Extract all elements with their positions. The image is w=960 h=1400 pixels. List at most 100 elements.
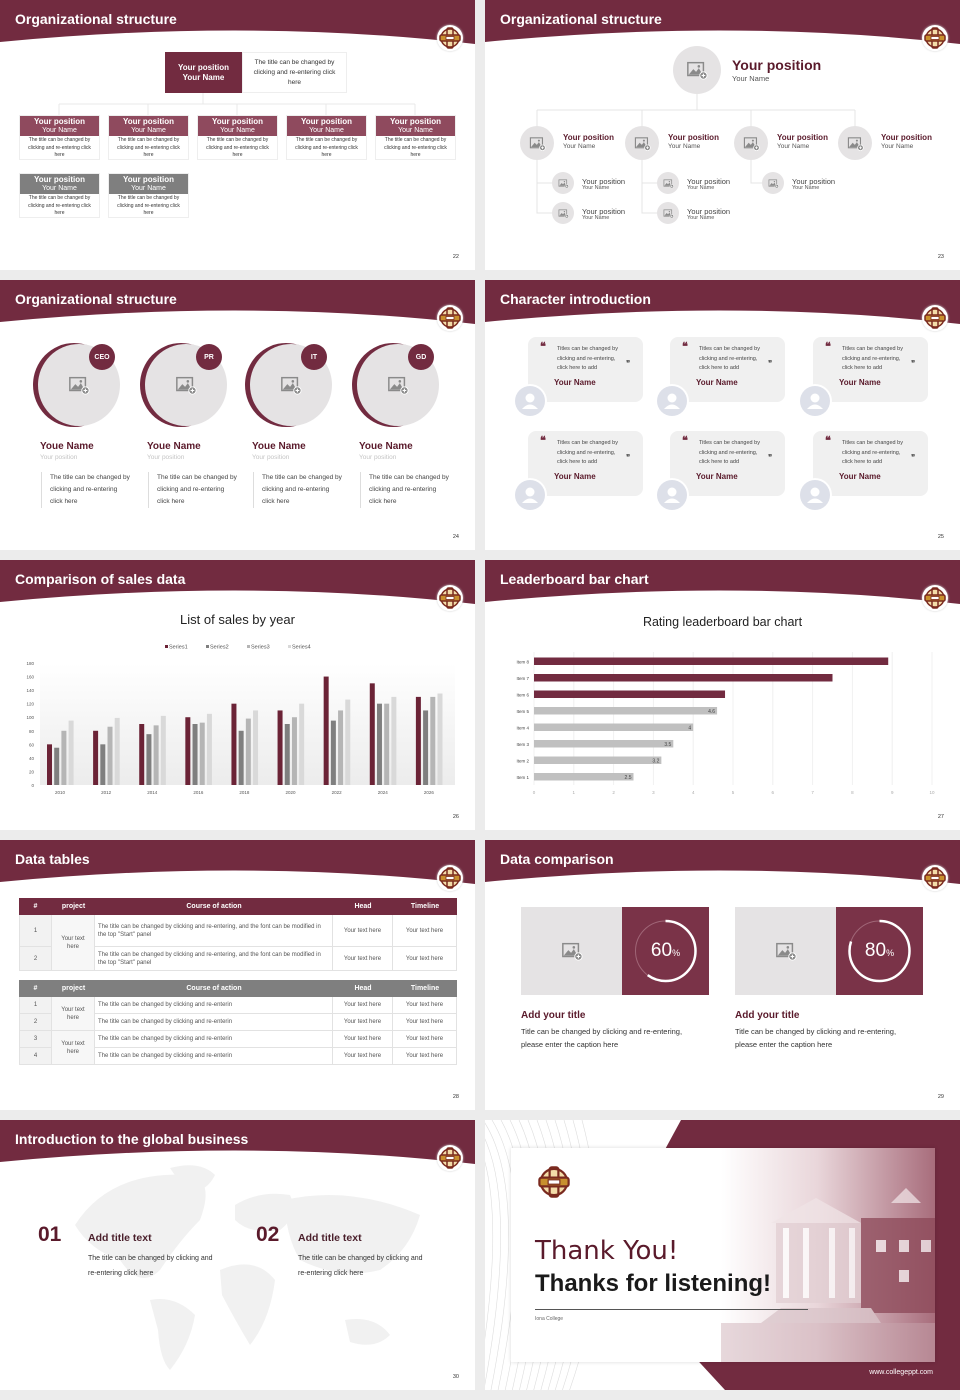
photo-placeholder[interactable] [734,126,768,160]
slide-title: Organizational structure [500,11,662,27]
item-desc: The title can be changed by clicking and… [298,1255,423,1277]
timeline-cell: Your text here [393,1031,457,1048]
bar-series4 [206,713,212,785]
course-of-action[interactable]: The title can be changed by clicking and… [95,915,333,947]
org-card[interactable]: Your position Your Name The title can be c… [197,115,278,160]
legend-label: Series3 [251,645,270,651]
course-of-action[interactable]: The title can be changed by clicking and… [95,947,333,971]
org-card[interactable]: Your position Your Name The title can be c… [375,115,456,160]
slide-thank-you[interactable]: Thank You! Thanks for listening! Iona Coll… [485,1120,960,1390]
timeline-cell: Your text here [393,1048,457,1065]
testimonial-card[interactable]: ❝ Titles can be changed by clicking and r… [528,337,643,402]
world-map [0,1120,475,1390]
slide-org-structure-boxes[interactable]: Organizational structure 22 Your position Y… [0,0,475,270]
photo-placeholder[interactable] [657,202,679,224]
quote-text: Titles can be changed by clicking and re… [699,440,760,465]
top-position: Your position [732,57,822,73]
college-logo [922,865,948,891]
college-logo [922,305,948,331]
open-quote-icon: ❝ [540,341,546,353]
photo-placeholder[interactable] [521,907,622,995]
x-tick-label: 2012 [101,790,112,795]
slide-leaderboard[interactable]: Leaderboard bar chart 27 Rating leaderboar… [485,560,960,830]
org-card[interactable]: Your position Your Name The title can be c… [19,115,100,160]
course-of-action[interactable]: The title can be changed by clicking and… [95,1014,333,1031]
bar-series3 [153,725,159,785]
y-tick-label: 100 [26,715,34,720]
testimonial-card[interactable]: ❝ Titles can be changed by clicking and r… [670,337,785,402]
org-card[interactable]: Your position Your Name The title can be c… [108,173,189,218]
member-name: Youe Name [147,441,201,452]
course-of-action[interactable]: The title can be changed by clicking and… [95,997,333,1014]
quote-text: Titles can be changed by clicking and re… [842,346,903,371]
slide-sales-comparison[interactable]: Comparison of sales data 26 List of sales … [0,560,475,830]
slide-title: Comparison of sales data [15,571,186,587]
website-link[interactable]: www.collegeppt.com [869,1369,933,1376]
timeline-cell: Your text here [393,915,457,947]
x-tick-label: 2020 [286,790,297,795]
course-of-action[interactable]: The title can be changed by clicking and… [95,1031,333,1048]
header-band [485,560,960,606]
org-card-header: Your position Your Name [20,174,99,194]
position-label: Your position [301,117,352,126]
photo-placeholder[interactable] [625,126,659,160]
photo-placeholder[interactable] [657,172,679,194]
avatar [513,478,547,512]
bar-item [534,707,718,715]
photo-placeholder[interactable] [735,907,836,995]
org-card[interactable]: Your position Your Name The title can be c… [108,115,189,160]
testimonial-card[interactable]: ❝ Titles can be changed by clicking and r… [528,431,643,496]
photo-placeholder[interactable] [552,172,574,194]
close-quote-icon: ❞ [626,359,631,368]
item-desc: Title can be changed by clicking and re-… [735,1027,897,1049]
top-description: The title can be changed by clicking and… [242,52,347,93]
member-desc: The title can be changed by clicking and… [253,472,343,508]
timeline-cell: Your text here [393,997,457,1014]
bar-item [534,657,889,665]
bar-series2 [238,730,244,785]
person-name: Your Name [696,472,738,481]
photo-placeholder[interactable] [552,202,574,224]
head-cell: Your text here [333,915,393,947]
photo-placeholder[interactable] [520,126,554,160]
org-card[interactable]: Your position Your Name The title can be c… [19,173,100,218]
bar-series1 [323,676,329,785]
college-logo [922,25,948,51]
testimonial-card[interactable]: ❝ Titles can be changed by clicking and r… [813,431,928,496]
slide-org-structure-photos[interactable]: Organizational structure 23 Your position Y… [485,0,960,270]
column-header: project [61,902,86,910]
org-card[interactable]: Your position Your Name The title can be c… [286,115,367,160]
data-label: 2.5 [625,775,632,781]
college-logo [437,305,463,331]
bar-series2 [192,724,198,785]
position-label: Your position [34,117,85,126]
slide-data-comparison[interactable]: Data comparison 29 60% Add your title Title … [485,840,960,1110]
y-tick-label: 40 [29,756,35,761]
top-position-box[interactable]: Your position Your Name [165,52,242,93]
bar-series3 [245,718,251,785]
bar-series2 [376,703,382,785]
slide-global-business[interactable]: Introduction to the global business 30 01 A… [0,1120,475,1390]
bar-series1 [415,696,421,785]
category-label: Item 8 [516,659,529,664]
photo-placeholder[interactable] [838,126,872,160]
x-tick-label: 0 [533,790,536,795]
thank-you-heading: Thank You! [535,1236,679,1266]
item-number: 01 [38,1223,62,1246]
name-label: Your Name [881,143,914,150]
name-label: Your Name [563,143,596,150]
category-label: Item 4 [516,725,529,730]
bar-series4 [345,699,351,785]
testimonial-card[interactable]: ❝ Titles can be changed by clicking and r… [670,431,785,496]
row-number: 2 [19,1014,52,1031]
x-tick-label: 2018 [239,790,250,795]
photo-placeholder[interactable] [673,46,721,94]
course-of-action[interactable]: The title can be changed by clicking and… [95,1048,333,1065]
photo-placeholder[interactable] [762,172,784,194]
slide-title: Leaderboard bar chart [500,571,649,587]
testimonial-card[interactable]: ❝ Titles can be changed by clicking and r… [813,337,928,402]
slide-character-introduction[interactable]: Character introduction 25 ❝ Titles can be c… [485,280,960,550]
slide-org-structure-circles[interactable]: Organizational structure 24 CEO Youe Name Yo… [0,280,475,550]
slide-data-tables[interactable]: Data tables 28 # project Course of action Hea… [0,840,475,1110]
header-band [0,1120,475,1166]
